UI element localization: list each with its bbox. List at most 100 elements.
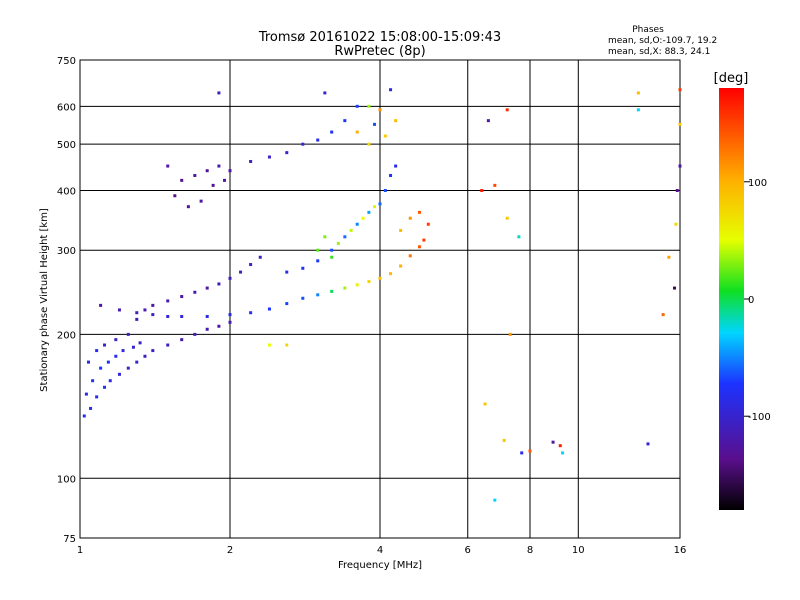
x-tick-label: 4 [377, 545, 383, 556]
data-point [205, 327, 209, 331]
data-point [316, 138, 320, 142]
x-tick-label: 10 [572, 545, 585, 556]
data-point [205, 169, 209, 173]
data-point [408, 254, 412, 258]
data-point [205, 286, 209, 290]
data-point [678, 88, 682, 92]
data-point [667, 255, 671, 259]
data-point [493, 183, 497, 187]
data-point [330, 130, 334, 134]
data-point [267, 343, 271, 347]
data-point [343, 119, 347, 123]
data-point [399, 228, 403, 232]
data-point [330, 255, 334, 259]
data-point [636, 91, 640, 95]
data-point [417, 245, 421, 249]
data-point [551, 440, 555, 444]
data-point [84, 392, 88, 396]
colorbar-tick-label: -100 [748, 412, 771, 423]
data-point [217, 91, 221, 95]
data-point [343, 286, 347, 290]
y-tick-label: 300 [57, 246, 76, 257]
data-point [151, 303, 155, 307]
data-point [373, 122, 377, 126]
data-point [493, 498, 497, 502]
data-point [103, 385, 107, 389]
data-point [151, 349, 155, 353]
x-tick-label: 6 [465, 545, 471, 556]
data-point [636, 108, 640, 112]
data-point [114, 354, 118, 358]
data-point [367, 142, 371, 146]
data-point [180, 295, 184, 299]
data-point [675, 188, 679, 192]
data-point [106, 360, 110, 364]
data-point [355, 130, 359, 134]
data-point [89, 406, 93, 410]
data-point [301, 142, 305, 146]
data-point [646, 442, 650, 446]
data-point [99, 303, 103, 307]
data-point [389, 173, 393, 177]
data-point [323, 91, 327, 95]
colorbar-tick-labels: -100 0 100 [744, 178, 771, 423]
data-point [528, 449, 532, 453]
stats-line-o: mean, sd,O:-109.7, 19.2 [608, 36, 717, 46]
data-point [180, 314, 184, 318]
data-point [678, 122, 682, 126]
data-point [343, 235, 347, 239]
data-point [674, 222, 678, 226]
y-tick-label: 100 [57, 474, 76, 485]
y-tick-labels: 75 100 200 300 400 500 600 750 [57, 56, 76, 545]
stats-heading: Phases [632, 25, 664, 35]
data-point [95, 349, 99, 353]
data-point [180, 338, 184, 342]
data-point [505, 216, 509, 220]
data-point [367, 104, 371, 108]
data-point [135, 360, 139, 364]
y-tick-label: 750 [57, 56, 76, 67]
data-point [193, 290, 197, 294]
data-point [217, 324, 221, 328]
data-point [173, 194, 177, 198]
data-point [394, 164, 398, 168]
data-point [217, 282, 221, 286]
data-point [330, 289, 334, 293]
colorbar-label: [deg] [714, 71, 749, 86]
data-point [91, 379, 95, 383]
data-point [249, 263, 253, 267]
data-point [367, 280, 371, 284]
data-point [361, 216, 365, 220]
data-point [228, 276, 232, 280]
x-axis-label: Frequency [MHz] [338, 560, 422, 571]
data-point [211, 183, 215, 187]
data-point [95, 395, 99, 399]
data-point [228, 320, 232, 324]
data-point [561, 451, 565, 455]
data-point [143, 354, 147, 358]
y-tick-label: 600 [57, 102, 76, 113]
data-point [267, 155, 271, 159]
data-point [249, 311, 253, 315]
data-point [502, 438, 506, 442]
data-point [199, 199, 203, 203]
data-point [378, 276, 382, 280]
data-point [408, 216, 412, 220]
data-point [126, 366, 130, 370]
data-point [249, 159, 253, 163]
data-point [166, 164, 170, 168]
data-point [121, 349, 125, 353]
data-point [316, 293, 320, 297]
data-point [383, 188, 387, 192]
data-point [267, 307, 271, 311]
data-point [193, 173, 197, 177]
data-point [355, 222, 359, 226]
data-point [367, 210, 371, 214]
data-point [285, 270, 289, 274]
data-point [135, 317, 139, 321]
data-point [166, 343, 170, 347]
stats-line-x: mean, sd,X: 88.3, 24.1 [608, 47, 710, 57]
data-point [558, 444, 562, 448]
data-point [508, 332, 512, 336]
x-tick-label: 1 [77, 545, 83, 556]
